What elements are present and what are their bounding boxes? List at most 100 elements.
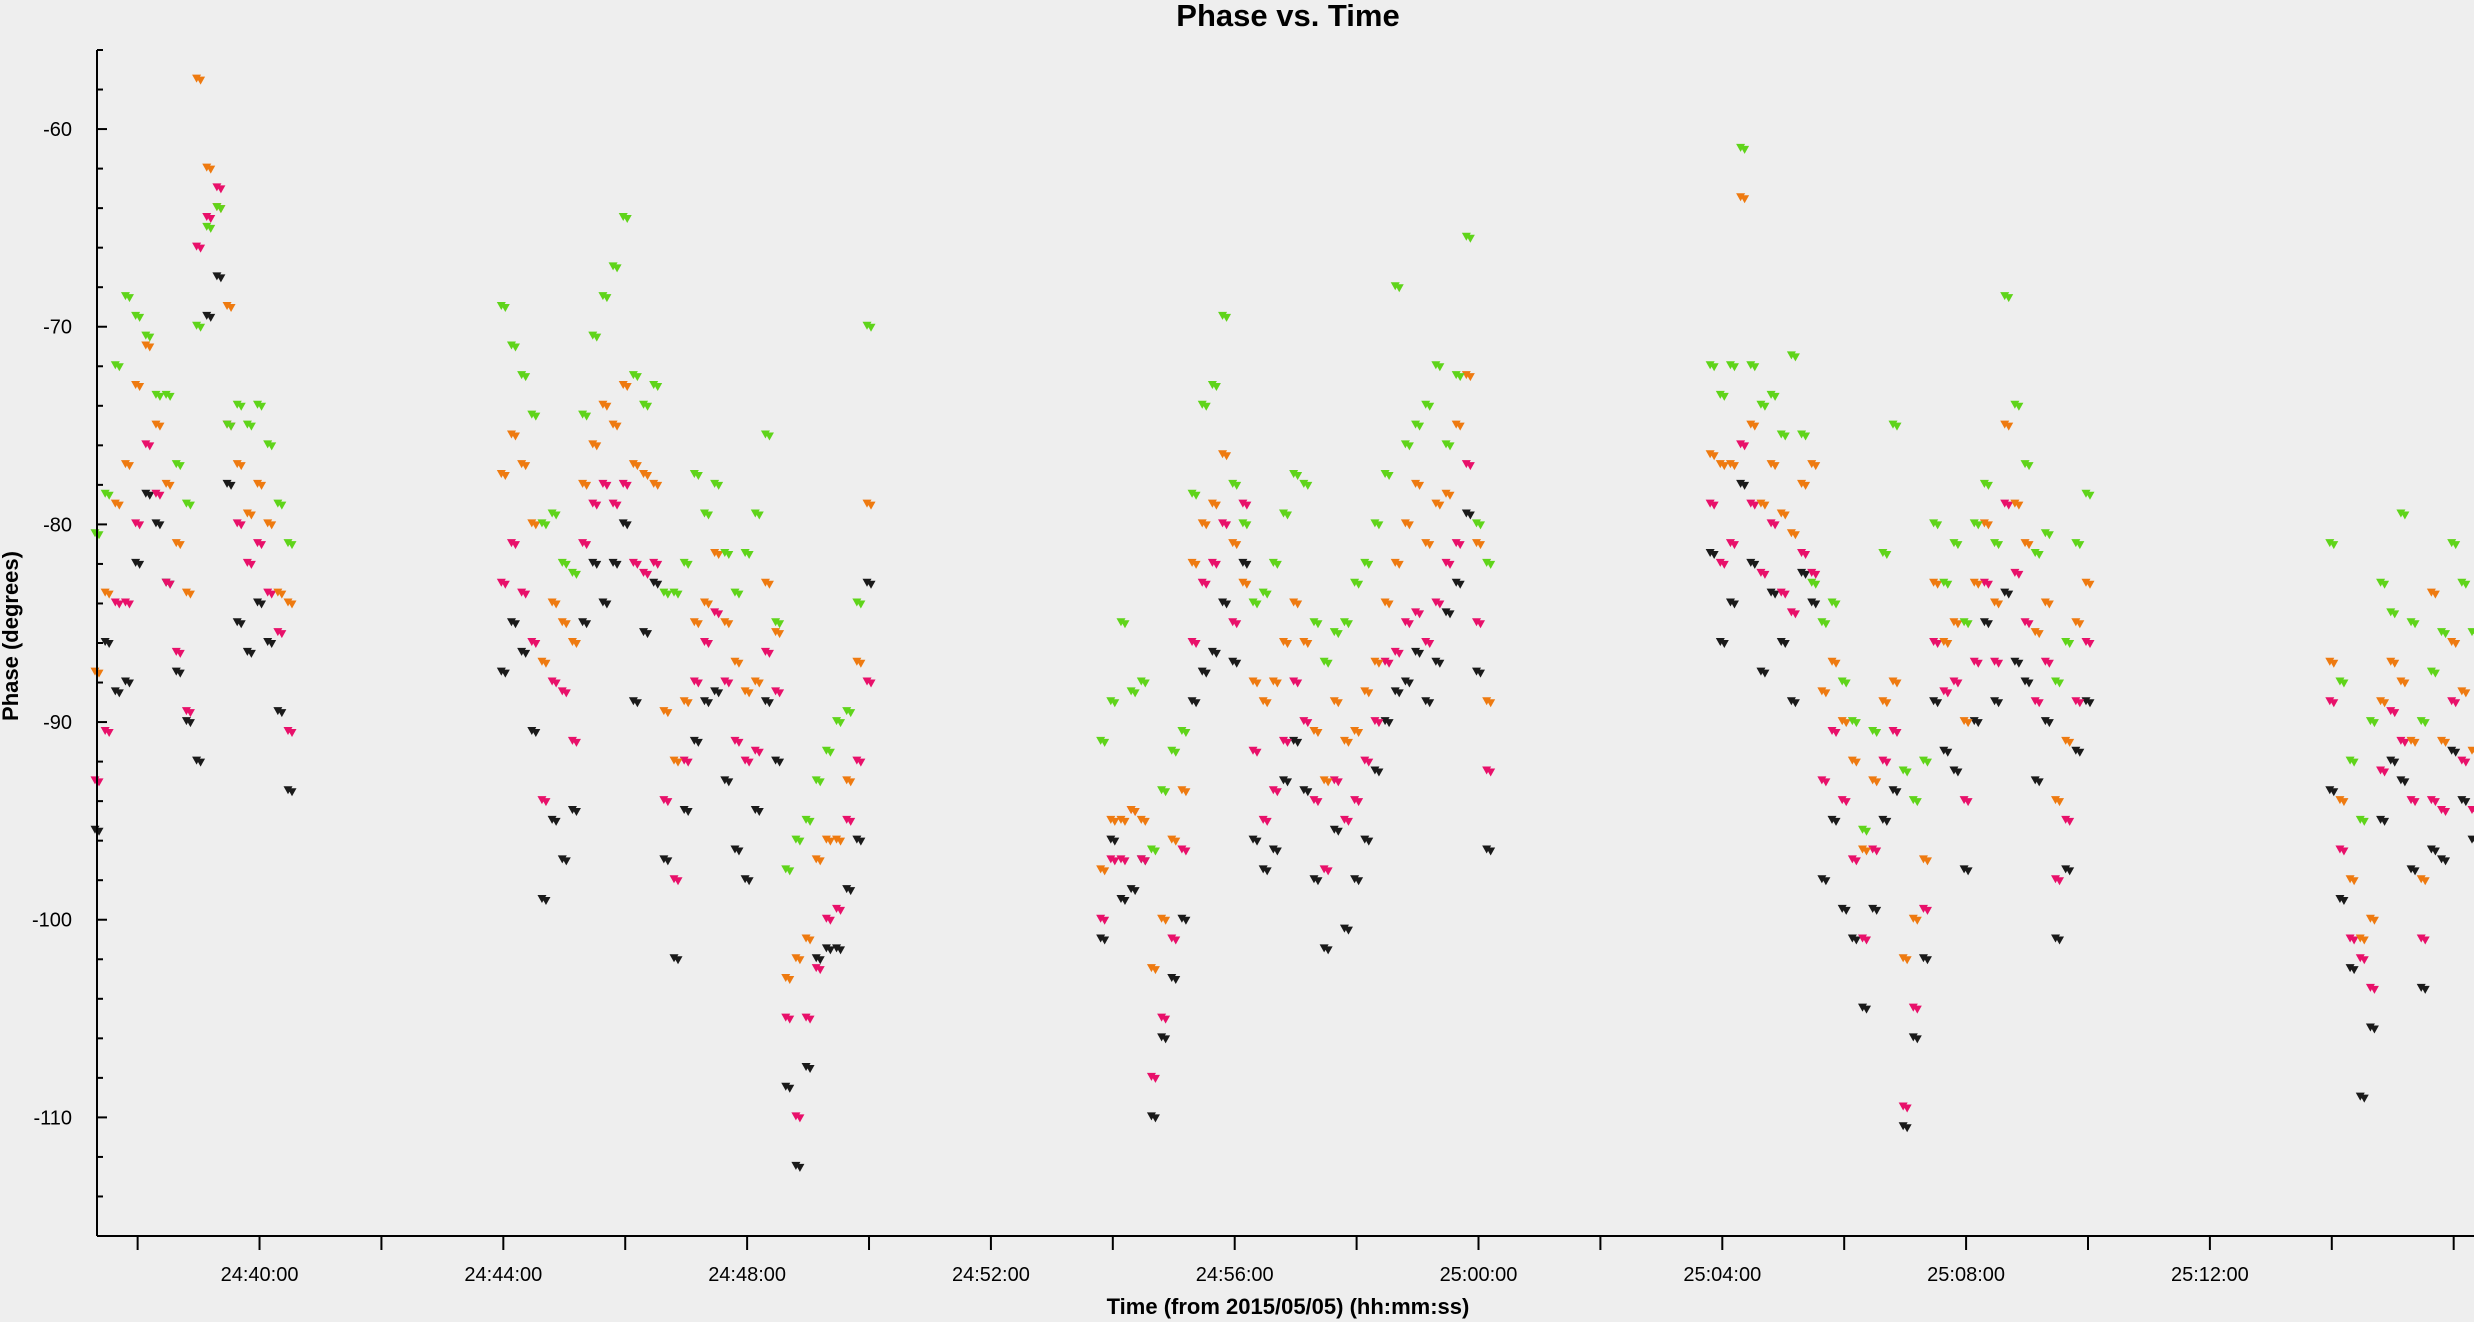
data-point (2044, 531, 2054, 540)
y-tick-label: -60 (43, 119, 72, 141)
data-point (196, 244, 206, 253)
chart-title: Phase vs. Time (1176, 0, 1399, 33)
data-point (1120, 896, 1130, 905)
data-point (277, 630, 287, 639)
data-point (795, 956, 805, 965)
data-point (1384, 600, 1394, 609)
data-point (2339, 679, 2349, 688)
data-point (1191, 699, 1201, 708)
data-point (2461, 758, 2471, 767)
data-point (1161, 788, 1171, 797)
data-point (1455, 580, 1465, 589)
data-point (1831, 659, 1841, 668)
data-point (1354, 798, 1364, 807)
x-tick-label: 25:12:00 (2171, 1264, 2249, 1286)
data-point (1933, 699, 1943, 708)
data-point (521, 462, 531, 471)
data-point (1445, 442, 1455, 451)
data-point (1862, 827, 1872, 836)
data-point (2369, 719, 2379, 728)
data-point (815, 956, 825, 965)
data-point (582, 481, 592, 490)
data-point (1912, 1005, 1922, 1014)
data-point (287, 788, 297, 797)
data-point (815, 857, 825, 866)
data-point (226, 481, 236, 490)
data-point (1821, 877, 1831, 886)
data-point (2339, 798, 2349, 807)
data-point (1831, 728, 1841, 737)
data-point (1912, 1035, 1922, 1044)
data-point (2441, 738, 2451, 747)
x-tick-label: 24:48:00 (708, 1264, 786, 1286)
data-point (1790, 610, 1800, 619)
data-point (2044, 719, 2054, 728)
data-point (1435, 659, 1445, 668)
data-point (1455, 422, 1465, 431)
data-point (2380, 768, 2390, 777)
data-point (582, 620, 592, 629)
data-point (805, 817, 815, 826)
data-point (825, 946, 835, 955)
data-point (236, 620, 246, 629)
data-point (1455, 373, 1465, 382)
data-point (1953, 620, 1963, 629)
data-point (1140, 679, 1150, 688)
data-point (175, 649, 185, 658)
data-point (683, 699, 693, 708)
data-point (693, 471, 703, 480)
data-point (1110, 837, 1120, 846)
data-point (805, 1064, 815, 1073)
data-point (541, 798, 551, 807)
data-point (196, 76, 206, 85)
data-point (2034, 630, 2044, 639)
data-point (683, 758, 693, 767)
data-point (1201, 580, 1211, 589)
data-point (2014, 501, 2024, 510)
data-point (734, 847, 744, 856)
data-point (216, 185, 226, 194)
data-point (571, 808, 581, 817)
data-point (246, 560, 256, 569)
data-point (1933, 640, 1943, 648)
data-point (2349, 877, 2359, 886)
y-tick-label: -100 (32, 910, 72, 932)
data-point (2369, 916, 2379, 925)
data-point (1120, 857, 1130, 866)
data-point (551, 600, 561, 609)
data-point (1465, 373, 1475, 382)
data-point (206, 313, 216, 322)
x-tick-label: 24:56:00 (1196, 1264, 1274, 1286)
data-point (1364, 689, 1374, 698)
data-point (2024, 462, 2034, 471)
data-point (1211, 560, 1221, 569)
data-point (531, 640, 541, 648)
data-point (155, 491, 165, 500)
data-point (764, 432, 774, 441)
data-point (1729, 541, 1739, 550)
data-point (1841, 798, 1851, 807)
data-point (1780, 511, 1790, 520)
data-point (1404, 442, 1414, 451)
data-point (257, 541, 267, 550)
data-point (693, 620, 703, 629)
data-point (856, 758, 866, 767)
data-point (1963, 620, 1973, 629)
data-point (1343, 620, 1353, 629)
data-point (1760, 501, 1770, 510)
data-point (1323, 778, 1333, 787)
data-point (2451, 640, 2461, 648)
data-point (1130, 808, 1140, 817)
data-point (500, 303, 510, 312)
data-point (846, 778, 856, 787)
data-point (257, 481, 267, 490)
data-point (2065, 640, 2075, 648)
data-point (1252, 748, 1262, 757)
data-point (1476, 541, 1486, 550)
data-point (1801, 481, 1811, 490)
data-point (175, 541, 185, 550)
data-point (836, 946, 846, 955)
data-point (124, 600, 134, 609)
data-point (1384, 719, 1394, 728)
data-point (1902, 1104, 1912, 1113)
